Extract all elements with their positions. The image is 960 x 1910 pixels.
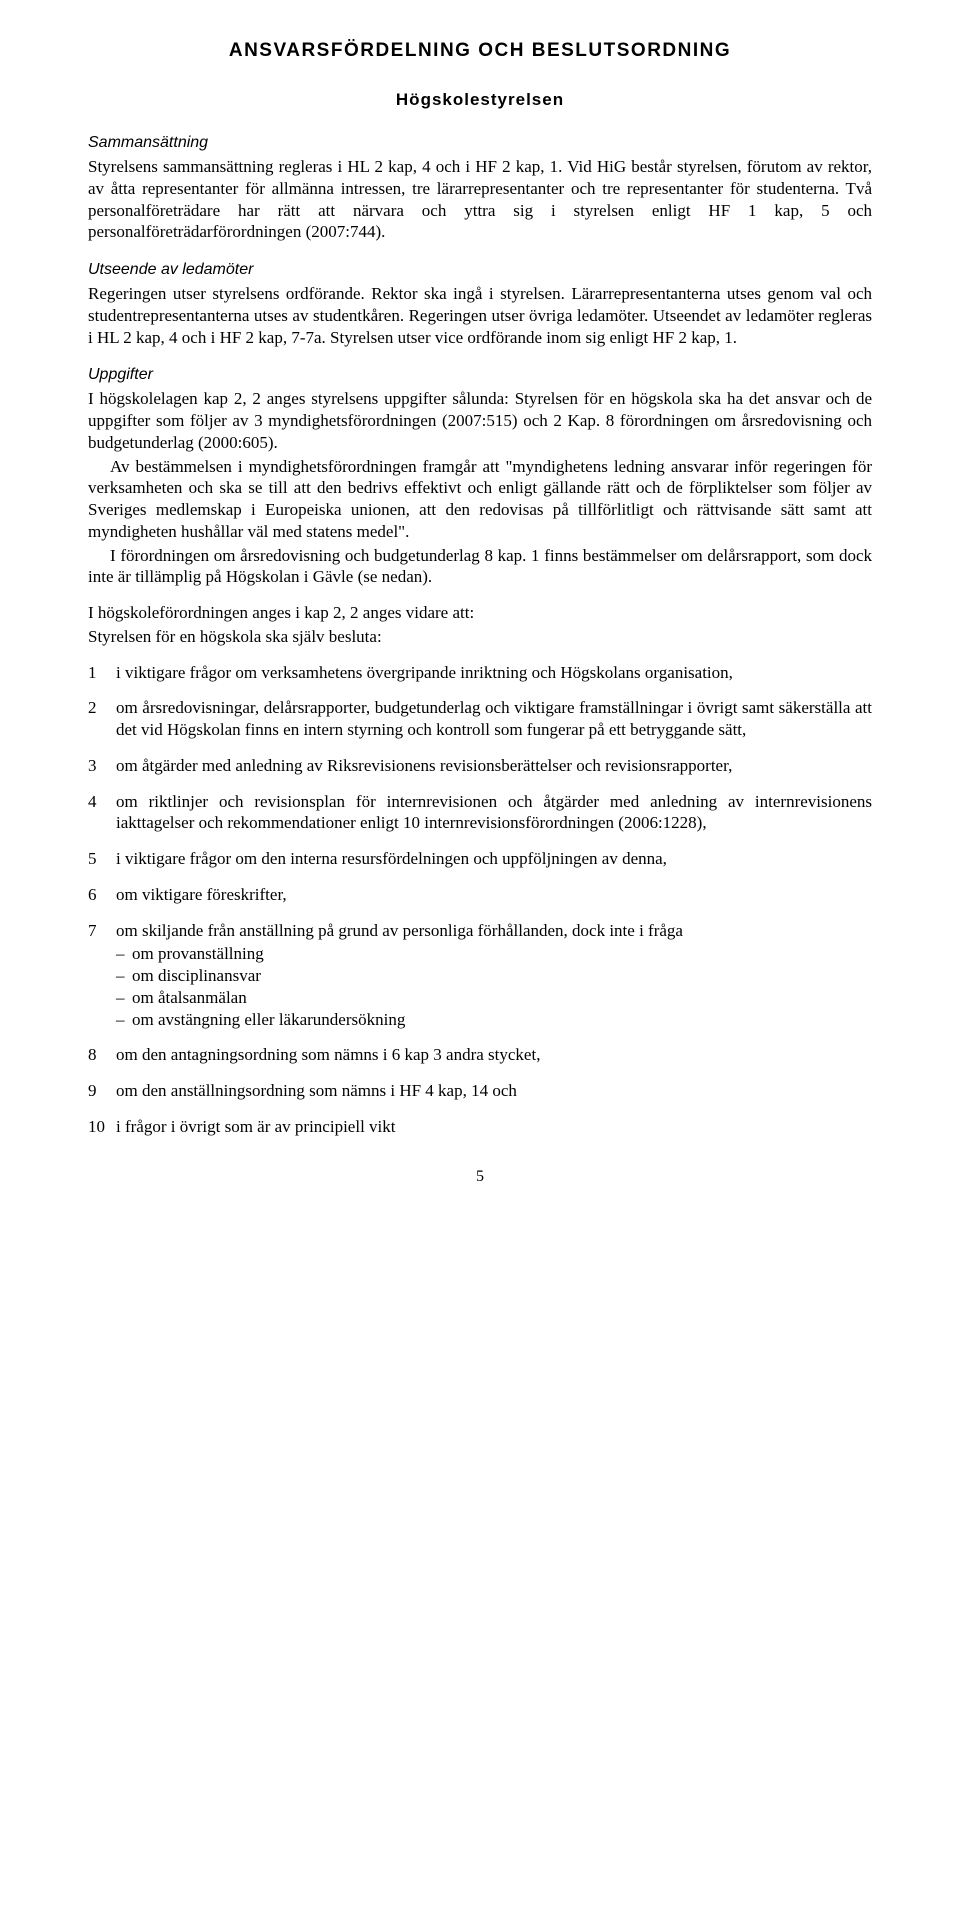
list-item: om riktlinjer och revisionsplan för inte… xyxy=(88,791,872,835)
list-item: i viktigare frågor om den interna resurs… xyxy=(88,848,872,870)
numbered-list: i viktigare frågor om verksamhetens över… xyxy=(88,662,872,1138)
list-item: om den anställningsordning som nämns i H… xyxy=(88,1080,872,1102)
section-heading-utseende: Utseende av ledamöter xyxy=(88,261,872,279)
uppgifter-p3: I förordningen om årsredovisning och bud… xyxy=(88,545,872,589)
page-title: ANSVARSFÖRDELNING OCH BESLUTSORDNING xyxy=(88,40,872,62)
page-number: 5 xyxy=(88,1168,872,1186)
sublist-item: om åtalsanmälan xyxy=(116,987,872,1009)
uppgifter-p1: I högskolelagen kap 2, 2 anges styrelsen… xyxy=(88,388,872,453)
document-page: ANSVARSFÖRDELNING OCH BESLUTSORDNING Hög… xyxy=(0,0,960,1226)
body-utseende: Regeringen utser styrelsens ordförande. … xyxy=(88,283,872,348)
list-item: i frågor i övrigt som är av principiell … xyxy=(88,1116,872,1138)
list-item: om skiljande från anställning på grund a… xyxy=(88,920,872,1031)
list-item-text: i frågor i övrigt som är av principiell … xyxy=(116,1117,396,1136)
uppgifter-lead2: Styrelsen för en högskola ska själv besl… xyxy=(88,626,872,648)
list-item: om den antagningsordning som nämns i 6 k… xyxy=(88,1044,872,1066)
list-item-text: om riktlinjer och revisionsplan för inte… xyxy=(116,792,872,833)
uppgifter-p2: Av bestämmelsen i myndighetsförordningen… xyxy=(88,456,872,543)
section-heading-uppgifter: Uppgifter xyxy=(88,366,872,384)
list-item: om årsredovisningar, delårsrapporter, bu… xyxy=(88,697,872,741)
subtitle: Högskolestyrelsen xyxy=(88,90,872,110)
list-item-text: i viktigare frågor om verksamhetens över… xyxy=(116,663,733,682)
section-heading-sammansattning: Sammansättning xyxy=(88,134,872,152)
list-item-text: om den anställningsordning som nämns i H… xyxy=(116,1081,517,1100)
uppgifter-lead1: I högskoleförordningen anges i kap 2, 2 … xyxy=(88,602,872,624)
list-item: om åtgärder med anledning av Riksrevisio… xyxy=(88,755,872,777)
sublist-item: om provanställning xyxy=(116,943,872,965)
sublist: om provanställning om disciplinansvar om… xyxy=(116,943,872,1030)
list-item-text: om årsredovisningar, delårsrapporter, bu… xyxy=(116,698,872,739)
list-item: i viktigare frågor om verksamhetens över… xyxy=(88,662,872,684)
list-item-text: om viktigare föreskrifter, xyxy=(116,885,287,904)
body-sammansattning: Styrelsens sammansättning regleras i HL … xyxy=(88,156,872,243)
list-item-text: om skiljande från anställning på grund a… xyxy=(116,921,683,940)
list-item-text: om åtgärder med anledning av Riksrevisio… xyxy=(116,756,732,775)
list-item-text: i viktigare frågor om den interna resurs… xyxy=(116,849,667,868)
sublist-item: om disciplinansvar xyxy=(116,965,872,987)
list-item: om viktigare föreskrifter, xyxy=(88,884,872,906)
sublist-item: om avstängning eller läkarundersökning xyxy=(116,1009,872,1031)
list-item-text: om den antagningsordning som nämns i 6 k… xyxy=(116,1045,540,1064)
